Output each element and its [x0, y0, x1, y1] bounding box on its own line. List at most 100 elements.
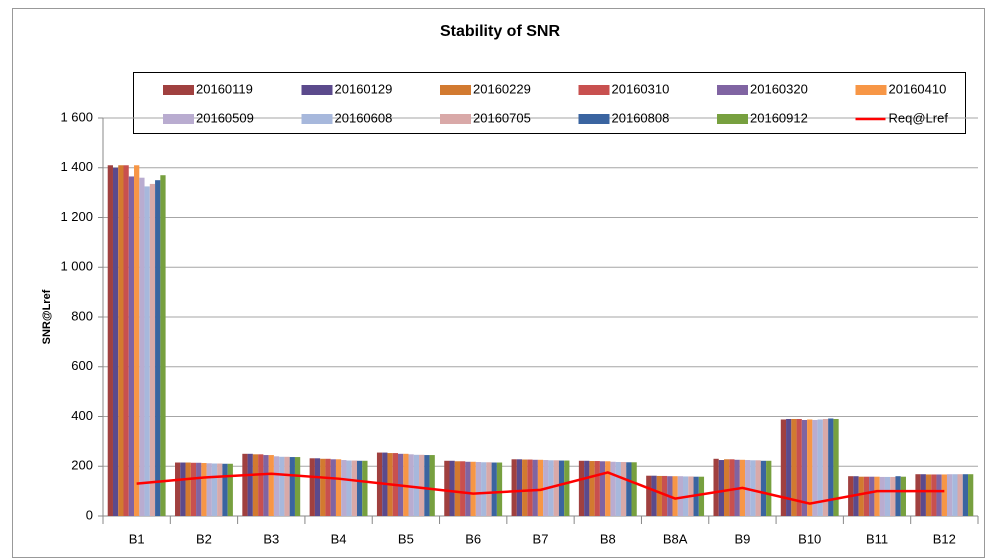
bar — [211, 463, 218, 516]
bar — [631, 462, 637, 516]
bar — [413, 454, 420, 516]
legend — [133, 72, 966, 134]
legend-swatch — [578, 114, 610, 124]
x-tick-label: B8A — [663, 531, 688, 546]
bar — [144, 186, 150, 516]
bar — [796, 418, 802, 516]
bar — [139, 177, 145, 516]
y-tick-label: 800 — [71, 308, 93, 323]
bar — [175, 462, 181, 516]
bar — [869, 476, 875, 516]
legend-label: 20160119 — [196, 81, 253, 96]
legend-swatch — [163, 114, 194, 124]
bar — [335, 459, 342, 516]
bar — [252, 454, 259, 516]
bar — [672, 476, 678, 516]
bar — [915, 474, 921, 516]
y-axis-label: SNR@Lref — [41, 289, 53, 344]
legend-label: 20160912 — [750, 110, 808, 125]
bar — [863, 476, 870, 516]
legend-swatch — [717, 85, 748, 95]
bar — [444, 460, 450, 516]
legend-label: 20160608 — [335, 110, 393, 125]
bar — [532, 459, 538, 516]
bar — [258, 454, 264, 516]
y-tick-label: 1 000 — [60, 259, 93, 274]
bar — [755, 460, 761, 516]
bar — [496, 462, 503, 516]
bar — [128, 176, 135, 517]
x-tick-label: B10 — [798, 531, 821, 546]
bar — [408, 454, 414, 516]
bar — [594, 461, 600, 516]
bar — [180, 462, 186, 516]
y-tick-label: 1 600 — [60, 109, 93, 124]
legend-label: Req@Lref — [889, 110, 949, 125]
bar — [615, 462, 621, 516]
bar — [537, 459, 544, 516]
x-tick-label: B2 — [196, 531, 212, 546]
bar — [273, 456, 280, 516]
bar — [780, 419, 787, 516]
bar — [330, 459, 336, 516]
legend-label: 20160410 — [889, 81, 947, 96]
bar — [890, 476, 896, 516]
x-tick-label: B12 — [933, 531, 956, 546]
bar — [946, 474, 953, 516]
bar — [952, 474, 958, 516]
x-tick-label: B8 — [600, 531, 616, 546]
bar — [822, 418, 829, 516]
bar — [968, 474, 974, 516]
legend-swatch — [578, 85, 610, 95]
bar — [920, 474, 926, 516]
bar — [309, 458, 315, 516]
bar — [812, 419, 818, 516]
bar — [646, 475, 652, 516]
bar — [247, 453, 253, 516]
bar — [279, 456, 285, 516]
bar — [491, 462, 497, 516]
bar — [346, 460, 352, 516]
bar — [356, 460, 363, 516]
bar — [879, 476, 885, 516]
bar — [424, 455, 430, 516]
bar — [713, 458, 719, 516]
bar — [584, 460, 590, 516]
bar — [475, 462, 482, 516]
bar — [874, 476, 880, 516]
bar — [750, 460, 756, 516]
bar — [957, 474, 963, 516]
bar — [884, 476, 891, 516]
legend-label: 20160705 — [473, 110, 531, 125]
bar — [268, 455, 274, 516]
bar — [289, 457, 295, 516]
bar — [185, 462, 191, 516]
legend-swatch — [301, 85, 333, 95]
x-tick-label: B9 — [734, 531, 750, 546]
bar — [553, 460, 559, 516]
legend-label: 20160229 — [473, 81, 531, 96]
bar — [516, 459, 523, 516]
bar — [589, 461, 595, 516]
y-tick-label: 0 — [86, 507, 93, 522]
bar — [320, 458, 326, 516]
bar — [925, 474, 932, 516]
bar — [564, 460, 570, 516]
bar — [201, 463, 207, 516]
x-tick-label: B11 — [866, 531, 888, 546]
bar — [578, 460, 585, 516]
bar — [677, 476, 684, 516]
bar — [107, 165, 113, 516]
bar — [470, 461, 476, 516]
legend-label: 20160310 — [612, 81, 670, 96]
bar — [522, 459, 528, 516]
bar — [729, 459, 735, 516]
bar — [222, 463, 228, 516]
bar — [460, 461, 466, 516]
bar — [160, 175, 166, 516]
bar — [807, 419, 813, 516]
chart-title: Stability of SNR — [440, 23, 560, 40]
bar — [858, 476, 864, 516]
bar — [610, 461, 616, 516]
